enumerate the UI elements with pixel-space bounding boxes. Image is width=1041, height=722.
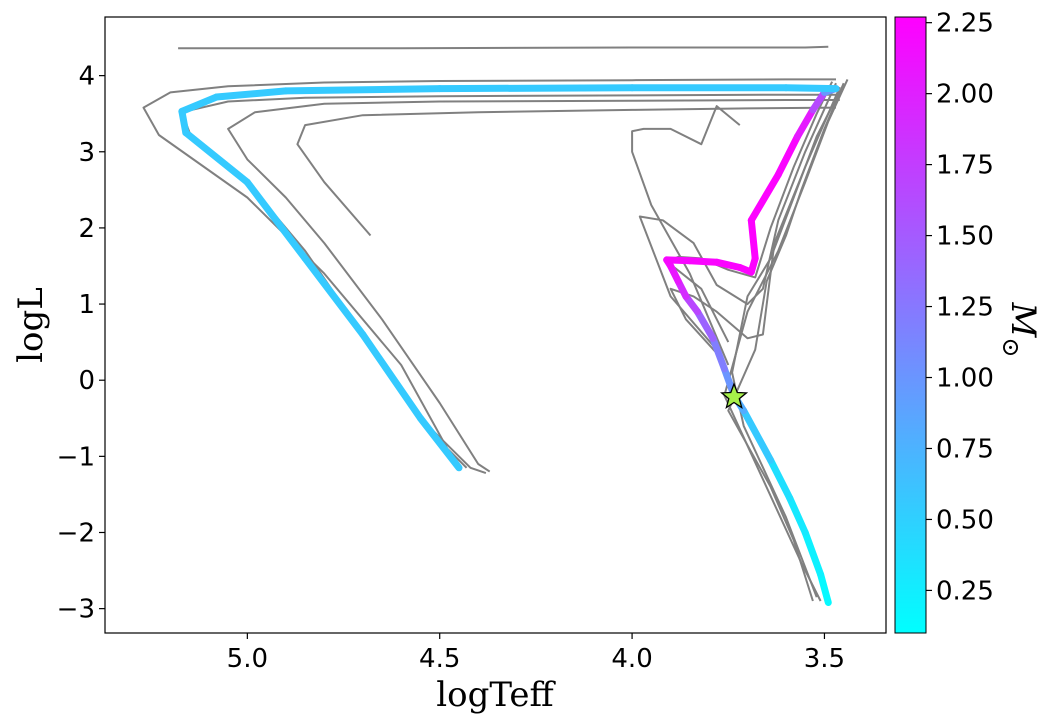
x-axis-label: logTeff [436,675,556,715]
y-tick-label: −2 [57,518,95,548]
colorbar-tick-label: 2.00 [936,80,994,110]
highlight-segment [436,84,636,93]
y-tick-label: 3 [78,138,95,168]
y-tick-label: 2 [78,214,95,244]
colorbar-label-subscript: ⊙ [997,337,1025,357]
plot-frame [104,16,887,634]
colorbar-tick-label: 1.75 [936,151,994,181]
y-tick-label: 4 [78,62,95,92]
background-tracks [142,45,849,602]
background-track-d [227,99,840,473]
highlight-segment [663,256,694,265]
highlight-segment [709,334,728,373]
highlight-segment [694,308,717,342]
y-tick-label: −1 [57,442,95,472]
highlight-segment [747,216,759,262]
x-tick-label: 5.0 [227,644,268,674]
highlight-segment [782,84,840,93]
highlight-segment [740,407,775,464]
y-tick-label: −3 [57,595,95,625]
y-axis-label: logL [11,287,51,363]
background-track-h [638,82,837,351]
highlight-segment [359,331,424,422]
colorbar-ticks: 0.25 0.50 0.75 1.00 1.25 1.50 1.75 2.00 2.25 [926,9,994,606]
colorbar-tick-label: 2.25 [936,9,994,39]
highlight-segment [213,87,290,101]
background-track-g [665,81,834,343]
highlight-segment [243,178,309,262]
background-track-e [296,106,837,237]
highlight-segment [747,171,782,224]
highlight-segment [713,258,744,271]
background-track-b [142,78,836,469]
background-track-a [178,45,829,50]
colorbar [894,16,927,634]
y-tick-label: 1 [78,290,95,320]
background-track-l [723,78,849,602]
star-layer [719,382,749,409]
background-track-k [731,90,841,598]
highlight-segment [801,529,825,578]
plot-background [105,17,886,633]
y-axis-ticks: 4 3 2 1 0 −1 −2 −3 [57,62,105,625]
current-position-star-marker [719,382,749,409]
highlight-segment [182,129,251,186]
y-tick-label: 0 [78,366,95,396]
x-tick-label: 3.5 [804,644,845,674]
colorbar-tick-label: 0.25 [936,576,994,606]
colorbar-tick-label: 0.50 [936,505,994,535]
highlight-segment [178,93,221,115]
highlight-track [178,84,840,606]
colorbar-tick-label: 1.50 [936,222,994,252]
x-tick-label: 4.5 [419,644,460,674]
highlight-segment [686,257,721,266]
colorbar-tick-label: 1.00 [936,364,994,394]
x-axis-ticks: 5.0 4.5 4.0 3.5 [227,633,845,674]
svg-text:M⊙: M⊙ [997,302,1041,358]
background-track-f [631,105,741,366]
highlight-segment [282,85,444,95]
highlight-segment [786,494,809,536]
x-tick-label: 4.0 [611,644,652,674]
highlight-segment [417,414,463,472]
highlight-segment [774,133,801,179]
colorbar-tick-label: 0.75 [936,434,994,464]
highlight-segment [178,107,190,137]
highlight-segment [301,254,367,338]
highlight-segment [767,456,794,502]
colorbar-tick-label: 1.25 [936,293,994,323]
colorbar-label: M⊙ [997,302,1041,358]
colorbar-label-main: M [1003,302,1041,339]
highlight-segment [794,106,817,140]
highlight-segment [817,570,832,606]
